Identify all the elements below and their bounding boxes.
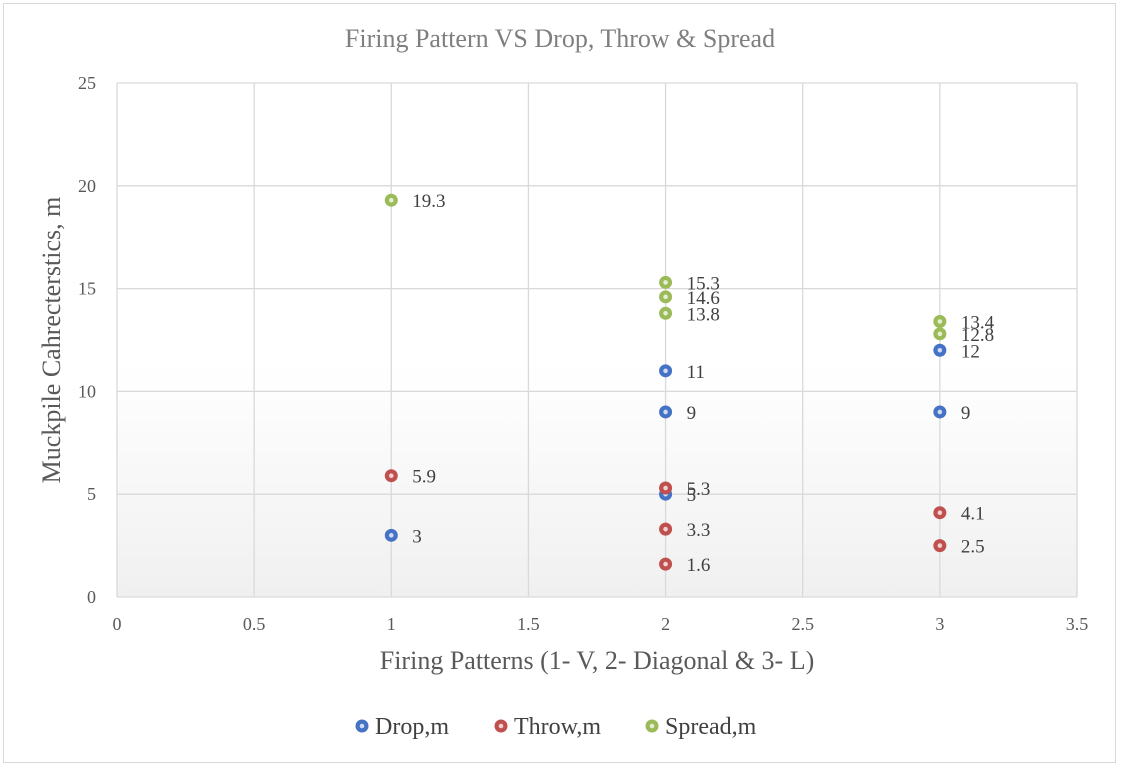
marker-inner bbox=[937, 319, 943, 324]
x-tick-label: 1.5 bbox=[517, 614, 540, 634]
data-point bbox=[933, 506, 947, 520]
data-point bbox=[384, 193, 398, 207]
marker-inner bbox=[663, 526, 668, 532]
data-label: 3 bbox=[412, 526, 422, 547]
marker-inner bbox=[663, 280, 668, 285]
data-label: 11 bbox=[687, 362, 705, 383]
data-point bbox=[933, 343, 947, 357]
data-point bbox=[659, 290, 673, 304]
y-axis-label: Muckpile Cahrecterstics, m bbox=[37, 197, 66, 484]
marker-inner bbox=[388, 533, 394, 538]
data-label: 15.3 bbox=[687, 273, 720, 294]
data-label: 9 bbox=[687, 403, 697, 424]
data-label: 12.8 bbox=[961, 325, 994, 346]
data-label: 5 bbox=[687, 485, 697, 506]
x-tick-label: 2.5 bbox=[791, 614, 814, 634]
legend-item: Spread,m bbox=[645, 714, 757, 740]
y-tick-label: 15 bbox=[78, 279, 96, 299]
data-label: 14.6 bbox=[687, 288, 720, 309]
data-point bbox=[659, 481, 673, 495]
x-tick-label: 3 bbox=[935, 614, 944, 634]
data-point bbox=[659, 275, 673, 289]
x-tick-label: 0.5 bbox=[243, 614, 266, 634]
legend-item: Drop,m bbox=[355, 714, 449, 740]
data-label: 19.3 bbox=[412, 191, 445, 212]
data-point bbox=[384, 528, 398, 542]
data-point bbox=[933, 405, 947, 419]
data-point bbox=[659, 306, 673, 320]
y-tick-label: 10 bbox=[78, 381, 96, 401]
x-tick-label: 1 bbox=[387, 614, 396, 634]
data-point bbox=[659, 405, 673, 419]
data-labels: 311951295.95.33.31.64.12.519.315.314.613… bbox=[412, 191, 994, 576]
marker-inner bbox=[663, 310, 668, 316]
data-label: 4.1 bbox=[961, 504, 985, 525]
marker-inner bbox=[663, 294, 668, 300]
legend-label: Throw,m bbox=[514, 714, 601, 740]
x-axis-ticks: 0 0.5 1 1.5 2 2.5 3 3.5 bbox=[113, 614, 1089, 634]
marker-inner bbox=[663, 485, 668, 491]
data-label: 5.3 bbox=[687, 479, 711, 500]
marker-inner bbox=[937, 543, 943, 548]
y-tick-label: 5 bbox=[87, 484, 96, 504]
legend-marker-inner bbox=[498, 723, 504, 729]
data-label: 3.3 bbox=[687, 520, 711, 541]
legend-item: Throw,m bbox=[494, 714, 601, 740]
data-label: 1.6 bbox=[687, 555, 711, 576]
marker-inner bbox=[388, 197, 394, 203]
x-tick-label: 0 bbox=[113, 614, 122, 634]
marker-inner bbox=[663, 368, 668, 374]
data-label: 13.8 bbox=[687, 304, 720, 325]
data-point bbox=[659, 364, 673, 378]
data-label: 2.5 bbox=[961, 537, 985, 558]
y-tick-label: 25 bbox=[78, 73, 96, 93]
data-label: 9 bbox=[961, 403, 971, 424]
data-point bbox=[384, 469, 398, 483]
marker-inner bbox=[937, 409, 943, 415]
marker-inner bbox=[663, 561, 668, 567]
data-point bbox=[933, 539, 947, 553]
x-tick-label: 3.5 bbox=[1066, 614, 1089, 634]
y-tick-label: 0 bbox=[87, 587, 96, 607]
legend-marker-inner bbox=[649, 723, 655, 729]
marker-inner bbox=[388, 473, 394, 478]
data-points bbox=[384, 193, 947, 571]
x-axis-label: Firing Patterns (1- V, 2- Diagonal & 3- … bbox=[380, 646, 814, 675]
plot-area bbox=[117, 83, 1077, 597]
data-point bbox=[659, 522, 673, 536]
marker-inner bbox=[937, 347, 943, 353]
marker-inner bbox=[663, 409, 668, 415]
legend: Drop,m Throw,m Spread,m bbox=[355, 714, 757, 740]
legend-marker-inner bbox=[359, 723, 365, 729]
marker-inner bbox=[937, 510, 943, 516]
legend-label: Drop,m bbox=[375, 714, 449, 740]
y-tick-label: 20 bbox=[78, 176, 96, 196]
y-axis-ticks: 0 5 10 15 20 25 bbox=[78, 73, 96, 607]
data-point bbox=[659, 557, 673, 571]
data-label: 5.9 bbox=[412, 467, 436, 488]
data-point bbox=[933, 314, 947, 328]
data-label: 13.4 bbox=[961, 312, 995, 333]
data-point bbox=[933, 327, 947, 341]
x-tick-label: 2 bbox=[661, 614, 670, 634]
data-label: 12 bbox=[961, 341, 980, 362]
grid bbox=[116, 82, 1078, 598]
chart-title: Firing Pattern VS Drop, Throw & Spread bbox=[345, 24, 775, 53]
legend-label: Spread,m bbox=[665, 714, 757, 740]
marker-inner bbox=[937, 331, 943, 337]
